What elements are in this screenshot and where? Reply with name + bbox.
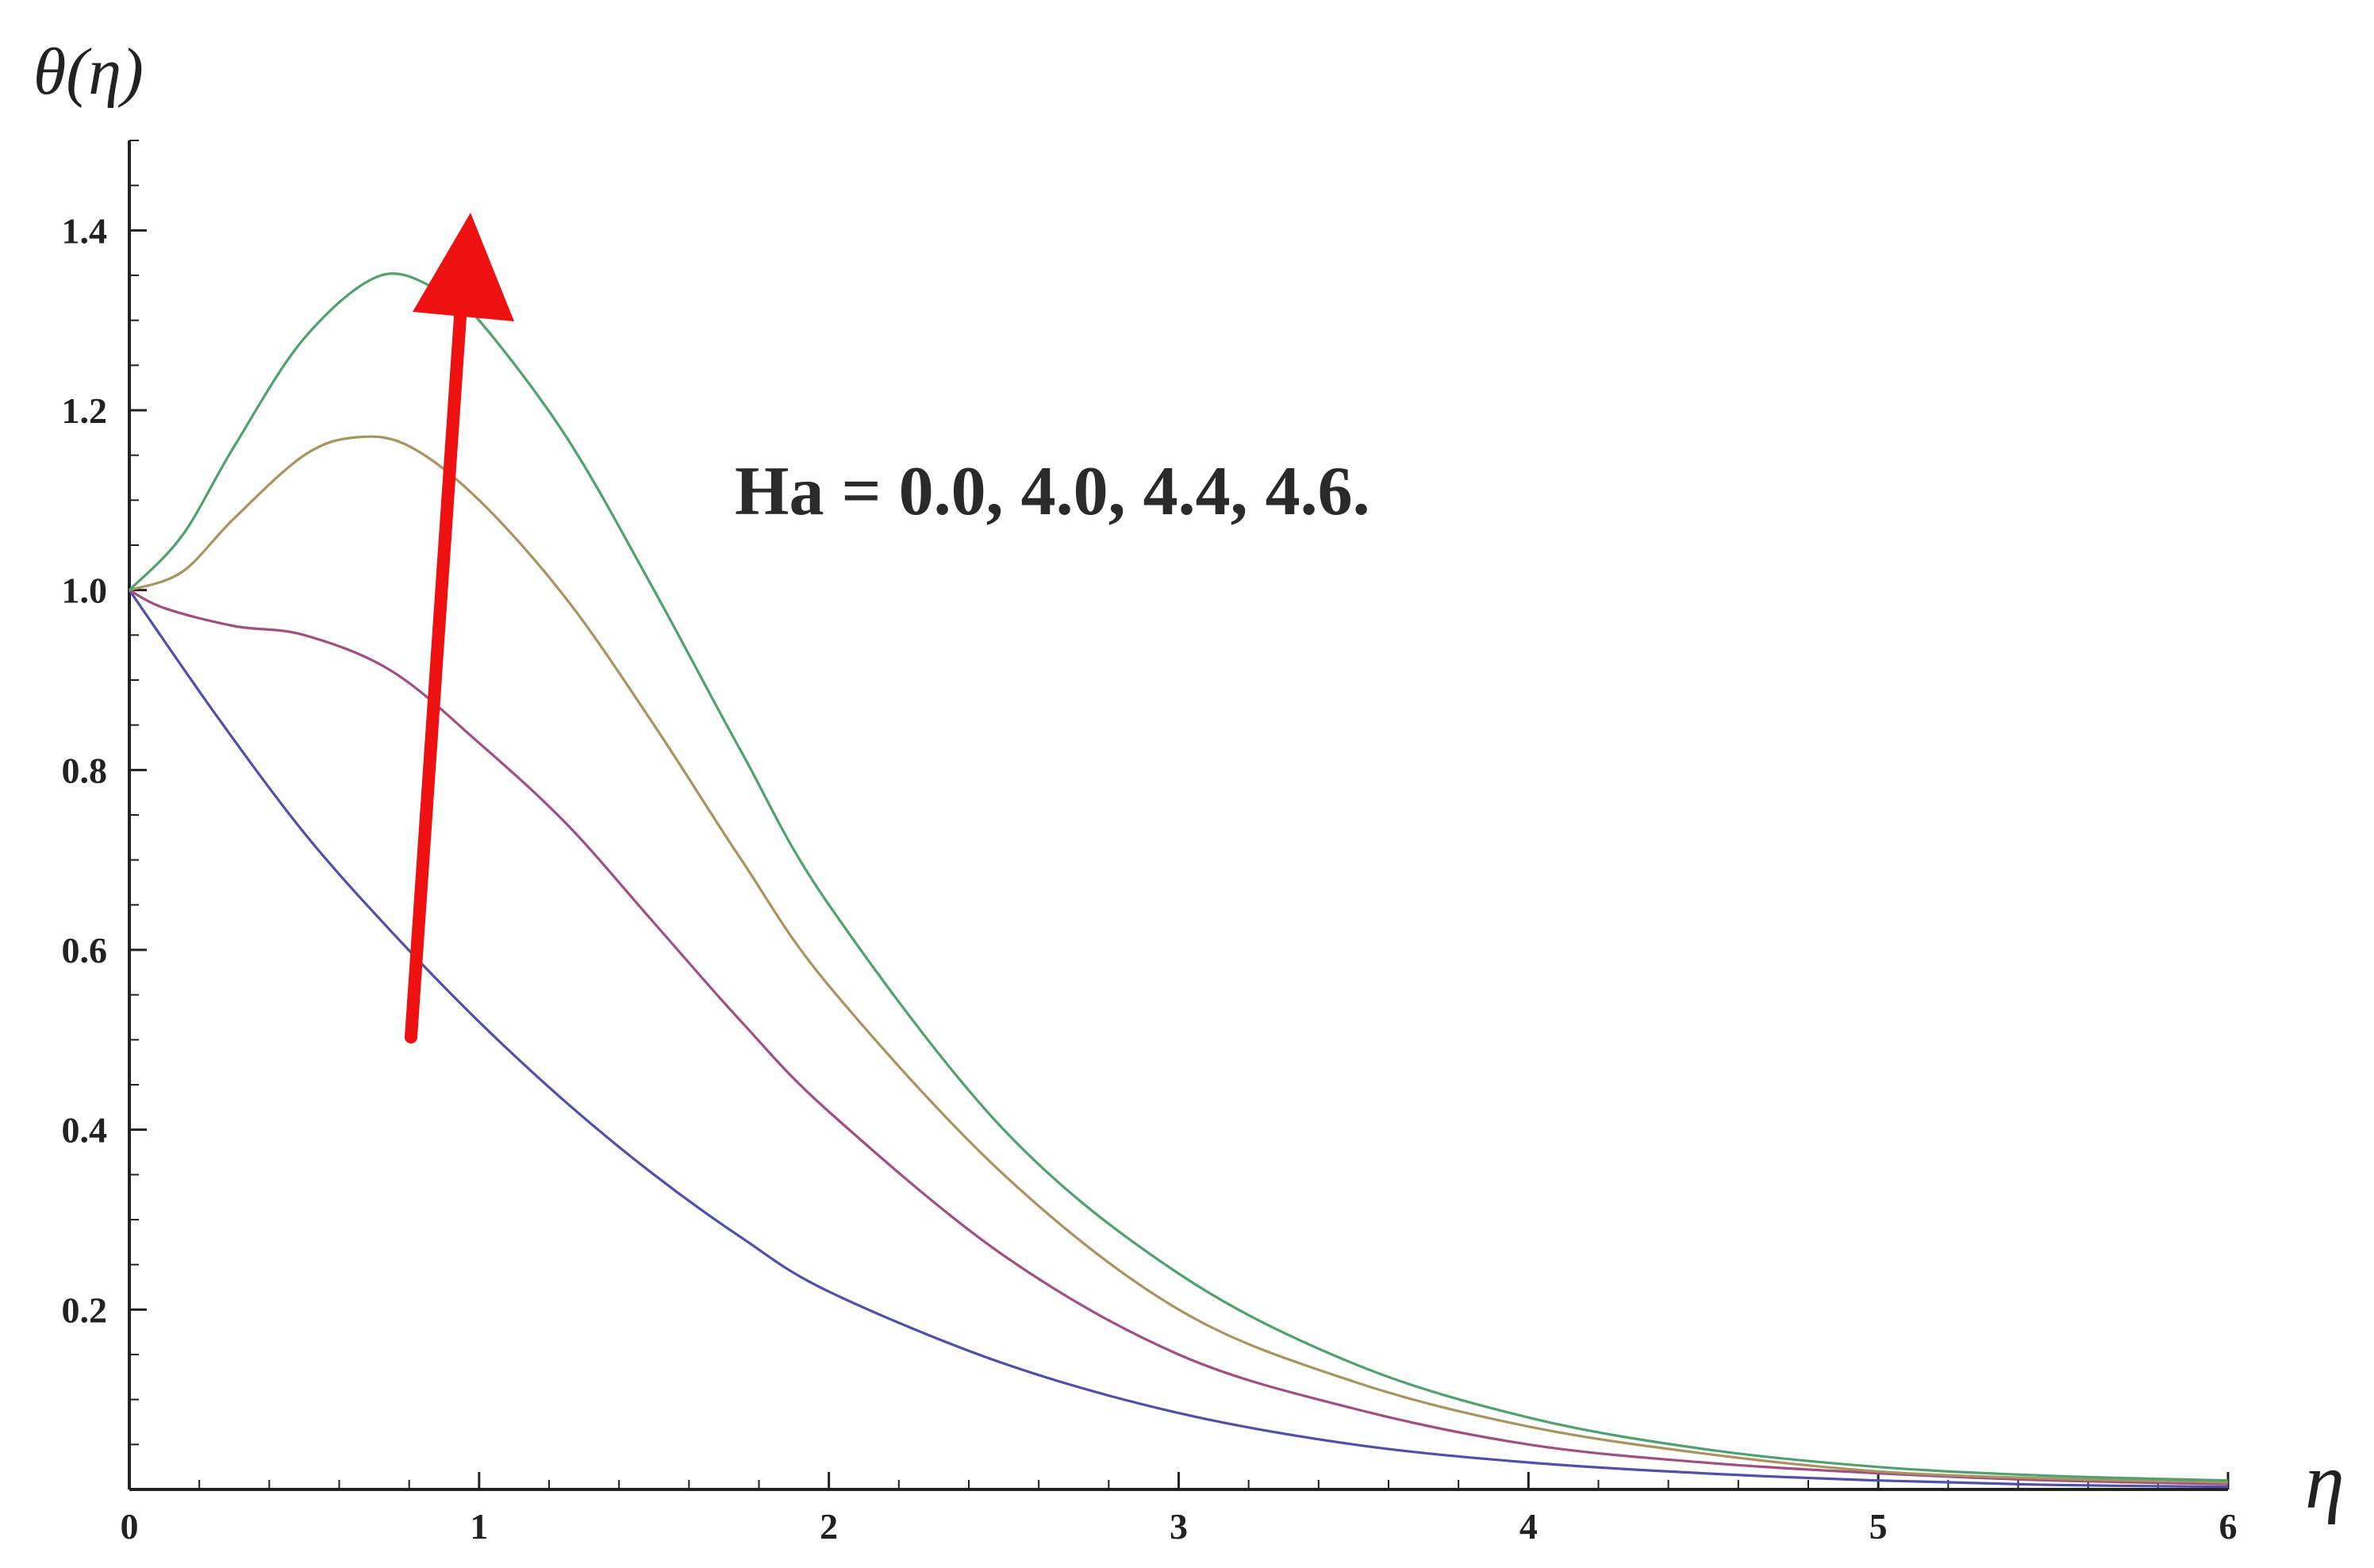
x-tick-label: 0	[121, 1506, 139, 1547]
axis-ticks	[128, 140, 2230, 1489]
annotation-arrow-head	[413, 213, 514, 321]
x-tick-label: 2	[820, 1506, 838, 1547]
y-tick-label: 1.4	[62, 210, 108, 251]
x-tick-label: 3	[1170, 1506, 1188, 1547]
y-tick-label: 0.8	[62, 750, 108, 790]
annotation-label: Ha = 0.0, 4.0, 4.4, 4.6.	[735, 453, 1370, 530]
y-tick-label: 1.0	[62, 571, 108, 611]
x-axis-label: η	[2305, 1437, 2345, 1525]
y-tick-label: 0.4	[62, 1110, 108, 1151]
x-tick-label: 4	[1519, 1506, 1538, 1547]
x-tick-label: 5	[1869, 1506, 1888, 1547]
x-tick-label: 1	[470, 1506, 488, 1547]
series-line-2	[129, 589, 2229, 1485]
x-tick-label: 6	[2219, 1506, 2238, 1547]
series-line-3	[129, 435, 2229, 1484]
y-tick-label: 1.2	[62, 390, 108, 431]
y-axis-label: θ(η)	[33, 35, 144, 109]
axes	[128, 140, 2228, 1491]
series-lines	[128, 272, 2229, 1489]
annotation-arrow-shaft	[405, 287, 468, 1043]
series-line-4	[128, 272, 2229, 1482]
annotation-arrow	[405, 213, 514, 1043]
series-line-1	[128, 589, 2229, 1489]
axis-tick-labels: 0 1 2 3 4 5 6 0.2 0.4 0.6 0.8 1.0 1.2 1.4	[62, 210, 2238, 1547]
y-tick-label: 0.6	[62, 930, 108, 970]
y-tick-label: 0.2	[62, 1289, 108, 1330]
